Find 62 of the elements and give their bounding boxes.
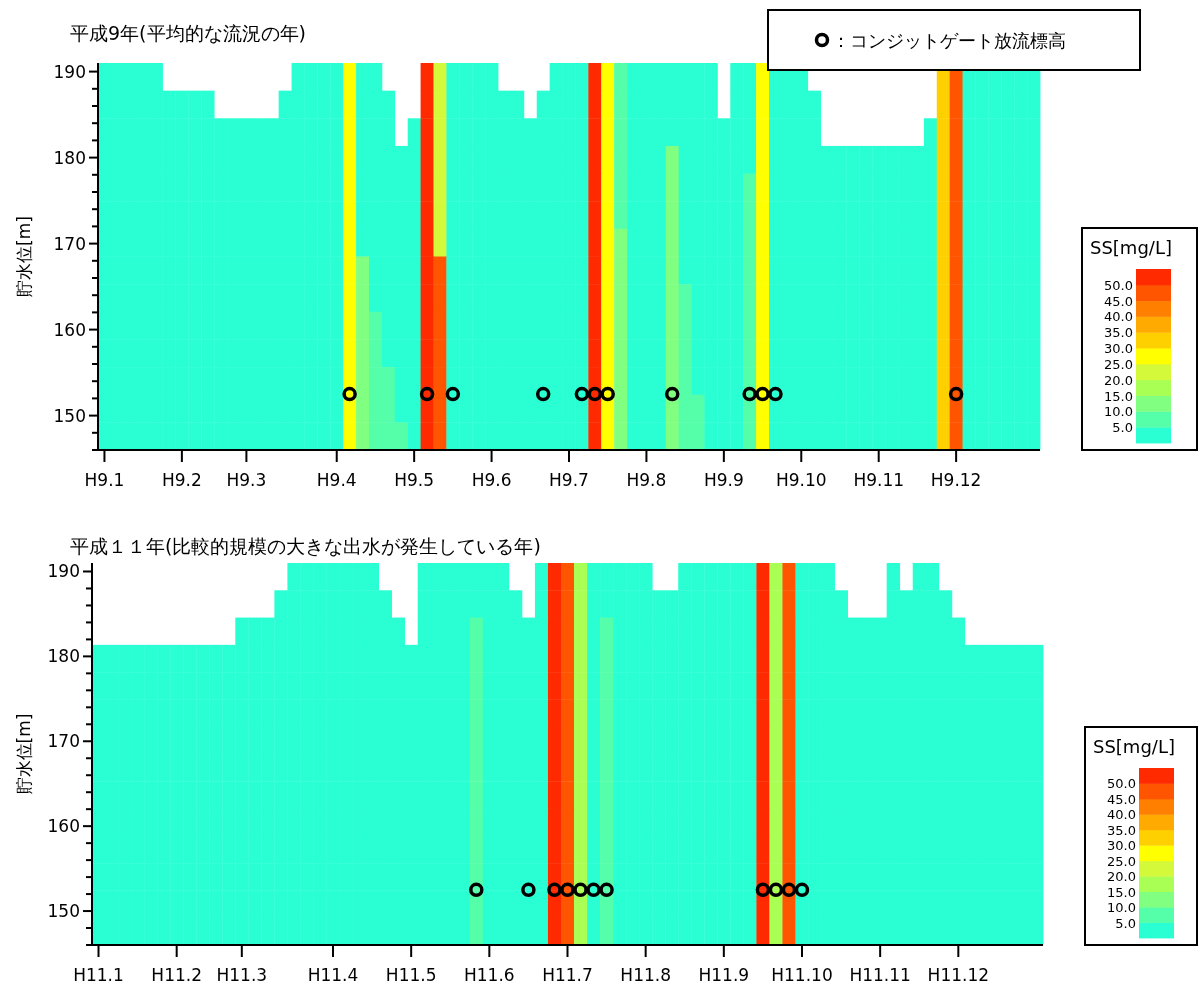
x-tick-label: H9.7 bbox=[549, 470, 589, 490]
color-bar-label: 35.0 bbox=[1107, 822, 1136, 838]
x-tick-label: H11.5 bbox=[385, 965, 437, 985]
color-bar-label: 30.0 bbox=[1107, 838, 1136, 854]
y-tick-label: 150 bbox=[53, 405, 86, 426]
y-tick-label: 170 bbox=[47, 731, 80, 752]
x-tick-label: H11.9 bbox=[698, 965, 750, 985]
x-tick-label: H9.9 bbox=[703, 470, 744, 490]
x-tick-label: H11.12 bbox=[927, 965, 990, 985]
x-tick-label: H11.2 bbox=[151, 965, 202, 985]
y-tick-label: 180 bbox=[53, 147, 86, 168]
x-tick-label: H11.3 bbox=[216, 965, 268, 985]
x-tick-label: H11.8 bbox=[620, 965, 671, 985]
color-bar-label: 5.0 bbox=[1112, 420, 1133, 436]
y-tick-label: 190 bbox=[53, 61, 86, 82]
x-tick-label: H11.4 bbox=[307, 965, 359, 985]
color-bar-label: 50.0 bbox=[1104, 277, 1133, 293]
x-tick-label: H11.6 bbox=[464, 965, 515, 985]
y-tick-label: 180 bbox=[47, 646, 80, 667]
color-bar-label: 5.0 bbox=[1115, 915, 1136, 931]
x-tick-label: H9.11 bbox=[853, 470, 905, 490]
x-tick-label: H9.12 bbox=[930, 470, 982, 490]
legend-label: ：コンジットゲート放流標高 bbox=[832, 30, 1066, 51]
y-axis-title: 貯水位[m] bbox=[14, 216, 34, 297]
color-bar-label: 40.0 bbox=[1104, 309, 1133, 325]
x-tick-label: H11.10 bbox=[771, 965, 833, 985]
x-tick-label: H11.1 bbox=[73, 965, 124, 985]
color-bar-label: 45.0 bbox=[1104, 293, 1133, 309]
color-bar-label: 40.0 bbox=[1107, 807, 1136, 823]
x-tick-label: H9.5 bbox=[394, 470, 435, 490]
color-bar-label: 10.0 bbox=[1104, 404, 1133, 420]
x-tick-label: H9.10 bbox=[775, 470, 827, 490]
color-bar-title: SS[mg/L] bbox=[1090, 237, 1172, 258]
color-bar-label: 15.0 bbox=[1107, 884, 1136, 900]
y-axis-title: 貯水位[m] bbox=[14, 713, 34, 795]
y-tick-label: 160 bbox=[53, 319, 86, 340]
y-tick-label: 170 bbox=[53, 233, 86, 254]
color-bar-title: SS[mg/L] bbox=[1093, 736, 1175, 757]
x-tick-label: H9.8 bbox=[626, 470, 667, 490]
y-tick-label: 190 bbox=[47, 561, 80, 582]
color-bar-label: 10.0 bbox=[1107, 900, 1136, 916]
x-tick-label: H11.11 bbox=[849, 965, 911, 985]
color-bar-label: 25.0 bbox=[1104, 356, 1133, 372]
color-bar-label: 15.0 bbox=[1104, 388, 1133, 404]
legend: ：コンジットゲート放流標高 bbox=[767, 9, 1141, 71]
x-tick-label: H11.7 bbox=[542, 965, 593, 985]
x-tick-label: H9.3 bbox=[226, 470, 267, 490]
y-tick-label: 150 bbox=[47, 901, 80, 922]
color-bar-label: 25.0 bbox=[1107, 853, 1136, 869]
color-bar-label: 50.0 bbox=[1107, 776, 1136, 792]
color-bar-label: 20.0 bbox=[1104, 372, 1133, 388]
color-bar-label: 45.0 bbox=[1107, 791, 1136, 807]
x-tick-label: H9.1 bbox=[84, 470, 125, 490]
y-tick-label: 160 bbox=[47, 816, 80, 837]
chart-title: 平成9年(平均的な流況の年) bbox=[70, 22, 306, 44]
color-bar-label: 20.0 bbox=[1107, 869, 1136, 885]
color-bar-label: 35.0 bbox=[1104, 325, 1133, 341]
x-tick-label: H9.6 bbox=[471, 470, 512, 490]
chart-title: 平成１１年(比較的規模の大きな出水が発生している年) bbox=[70, 535, 541, 557]
x-tick-label: H9.4 bbox=[316, 470, 357, 490]
color-bar-label: 30.0 bbox=[1104, 341, 1133, 357]
x-tick-label: H9.2 bbox=[161, 470, 202, 490]
